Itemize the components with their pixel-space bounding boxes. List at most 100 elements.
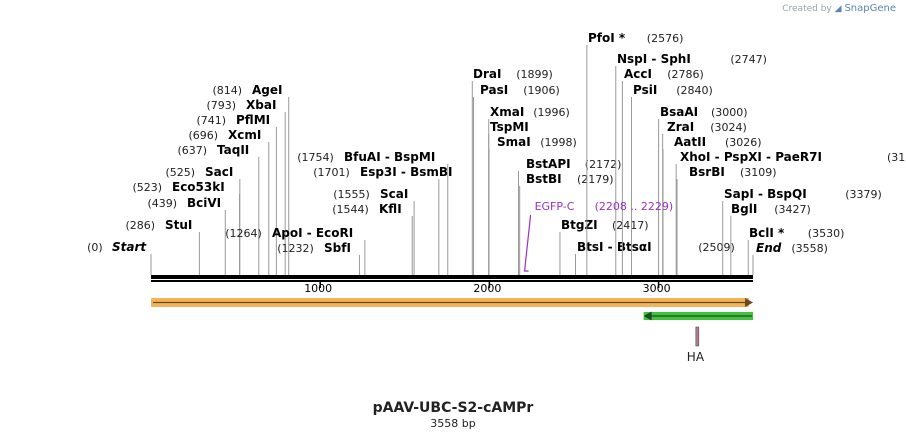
site-name: TspMI (490, 120, 529, 134)
site-position: (696) (189, 129, 219, 142)
site-position: (2179) (577, 173, 614, 186)
restriction-site: (2172) BstAPI (517, 157, 622, 275)
site-name: ApoI - EcoRI (272, 226, 353, 240)
site-name: XhoI - PspXI - PaeR7I (680, 150, 822, 164)
restriction-site: (3104) XhoI - PspXI - PaeR7I (675, 150, 906, 275)
site-name: BsrBI (689, 165, 725, 179)
site-name: XbaI (246, 98, 276, 112)
restriction-site: (525) SacI (166, 165, 241, 275)
site-position: (814) (213, 84, 243, 97)
site-name: NspI - SphI (617, 52, 691, 66)
restriction-site: (3530) BclI * (747, 226, 845, 275)
restriction-site: (3427) BglI (730, 202, 811, 275)
site-position: (1998) (540, 136, 577, 149)
restriction-site: (1701) Esp3I - BsmBI (313, 165, 452, 275)
axis-tick-label: 2000 (473, 282, 501, 295)
site-position: (3427) (774, 203, 811, 216)
site-position: (1264) (225, 227, 262, 240)
site-position: (2172) (585, 158, 622, 171)
site-name: PflMI (236, 113, 270, 127)
site-name: PfoI * (588, 31, 626, 45)
restriction-site: (0) Start (87, 240, 152, 275)
restriction-site: (793) XbaI (207, 98, 286, 275)
site-name: XmaI (490, 105, 524, 119)
site-position: (2509) (698, 241, 735, 254)
snapgene-logo-icon: ◢ (834, 4, 842, 14)
site-name: BstBI (526, 172, 562, 186)
restriction-site: (286) StuI (126, 218, 200, 275)
site-name: AccI (624, 67, 652, 81)
site-position: (3530) (808, 227, 845, 240)
site-position: (793) (207, 99, 237, 112)
site-name: BfuAI - BspMI (344, 150, 435, 164)
site-position: (2840) (676, 84, 713, 97)
site-position: (3109) (740, 166, 777, 179)
snapgene-credit: Created by ◢ SnapGene (782, 3, 896, 14)
site-position: (3558) (791, 242, 828, 255)
restriction-site: (1232) SbfI (277, 241, 360, 275)
site-position: (2417) (612, 219, 649, 232)
site-name: BsaAI (660, 105, 698, 119)
primer-egfp-c: EGFP-C (2208 .. 2229) (523, 200, 674, 272)
plasmid-name: pAAV-UBC-S2-cAMPr (372, 400, 534, 416)
site-name: AgeI (252, 83, 282, 97)
site-name: Esp3I - BsmBI (360, 165, 452, 179)
site-position: (1544) (332, 203, 369, 216)
restriction-site: (1906) PasI (472, 83, 560, 275)
site-position: (1899) (516, 68, 553, 81)
site-name: TaqII (217, 143, 249, 157)
site-position: (3026) (725, 136, 762, 149)
site-name: ScaI (380, 187, 408, 201)
primer-arrow (523, 214, 532, 272)
site-position: (0) (87, 241, 103, 254)
site-position: (741) (197, 114, 227, 127)
orange-feature-arrowhead (745, 298, 753, 307)
site-name: BtsI - BtsαI (577, 240, 652, 254)
axis-tick-label: 3000 (643, 282, 671, 295)
site-position: (3000) (711, 106, 748, 119)
site-name: PsiI (633, 83, 657, 97)
restriction-site: (814) AgeI (213, 83, 290, 275)
site-position: (1996) (533, 106, 570, 119)
restriction-site: (1544) KflI (332, 202, 413, 275)
restriction-site: (2840) PsiI (631, 83, 713, 275)
site-name: PasI (480, 83, 508, 97)
site-name: SmaI (497, 135, 531, 149)
site-position: (2576) (647, 32, 684, 45)
site-position: (1701) (313, 166, 350, 179)
restriction-site: (2417) BtgZI (559, 218, 649, 275)
site-position: (637) (178, 144, 208, 157)
restriction-site: (637) TaqII (178, 143, 260, 275)
site-name: SbfI (324, 241, 351, 255)
restriction-site: (2576) PfoI * (586, 31, 684, 275)
restriction-site: (1555) ScaI (333, 187, 415, 275)
restriction-site: (2786) AccI (621, 67, 704, 275)
site-name: BciVI (187, 196, 221, 210)
backbone-bottom (151, 280, 753, 282)
site-name: AatII (674, 135, 706, 149)
restriction-site: (3026) AatII (662, 135, 762, 275)
credit-brand: SnapGene (844, 3, 896, 14)
site-name: StuI (165, 218, 192, 232)
site-name: ZraI (667, 120, 694, 134)
site-position: (3104) (887, 151, 906, 164)
site-name: BtgZI (561, 218, 598, 232)
site-name: XcmI (228, 128, 261, 142)
site-name: SacI (205, 165, 233, 179)
site-position: (2747) (730, 53, 767, 66)
site-position: (1754) (297, 151, 334, 164)
restriction-site: (3109) BsrBI (676, 165, 777, 275)
primer-range: (2208 .. 2229) (595, 200, 674, 213)
site-name: BclI * (749, 226, 785, 240)
site-position: (439) (148, 197, 178, 210)
site-position: (2786) (667, 68, 704, 81)
restriction-site: (741) PflMI (197, 113, 277, 275)
site-name: End (756, 241, 782, 255)
site-position: (523) (133, 181, 163, 194)
restriction-site: (696) XcmI (189, 128, 270, 275)
site-position: (1555) (333, 188, 370, 201)
site-position: (1232) (277, 242, 314, 255)
ha-feature-bar (695, 326, 700, 347)
plasmid-length: 3558 bp (430, 417, 476, 430)
